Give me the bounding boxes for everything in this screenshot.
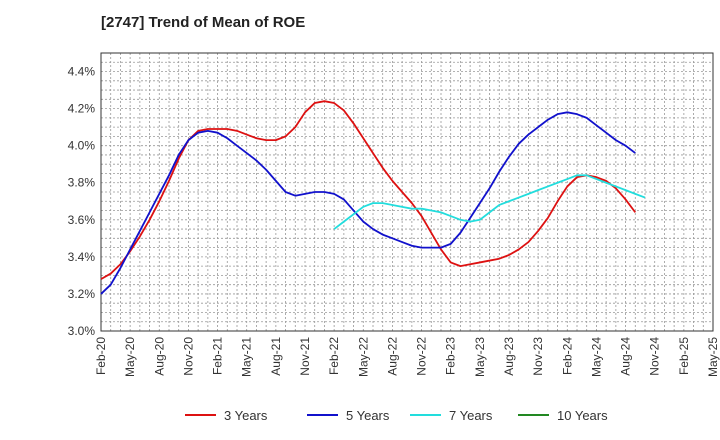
plot-border bbox=[100, 52, 714, 332]
x-tick-label: Feb-24 bbox=[560, 337, 574, 375]
legend-label: 7 Years bbox=[449, 408, 493, 423]
x-tick-label: Nov-23 bbox=[531, 337, 545, 376]
y-tick-label: 4.0% bbox=[68, 139, 96, 153]
x-tick-label: Feb-23 bbox=[444, 337, 458, 375]
chart-title: [2747] Trend of Mean of ROE bbox=[101, 14, 306, 31]
y-tick-label: 3.0% bbox=[68, 324, 96, 338]
x-tick-label: Aug-24 bbox=[619, 337, 633, 376]
x-tick-label: Feb-21 bbox=[211, 337, 225, 375]
y-tick-label: 3.6% bbox=[68, 213, 96, 227]
x-tick-label: Feb-25 bbox=[677, 337, 691, 375]
series-line-3 bbox=[333, 174, 646, 230]
y-tick-label: 3.2% bbox=[68, 287, 96, 301]
grid-lines bbox=[101, 53, 713, 331]
series-lines bbox=[100, 100, 646, 295]
legend-label: 5 Years bbox=[346, 408, 390, 423]
x-tick-label: Nov-20 bbox=[181, 337, 195, 376]
y-tick-label: 4.4% bbox=[68, 65, 96, 79]
x-tick-label: May-20 bbox=[123, 337, 137, 377]
x-tick-label: Nov-24 bbox=[648, 337, 662, 376]
y-tick-label: 4.2% bbox=[68, 102, 96, 116]
x-tick-label: Nov-22 bbox=[415, 337, 429, 376]
y-axis-tick-labels: 3.0% 3.2% 3.4% 3.6% 3.8% 4.0% 4.2% 4.4% bbox=[68, 65, 96, 338]
x-tick-label: Feb-22 bbox=[327, 337, 341, 375]
x-tick-label: Nov-21 bbox=[298, 337, 312, 376]
x-tick-label: Aug-22 bbox=[385, 337, 399, 376]
x-tick-label: May-22 bbox=[356, 337, 370, 377]
x-tick-label: Aug-21 bbox=[269, 337, 283, 376]
x-tick-label: Feb-20 bbox=[94, 337, 108, 375]
x-tick-label: Aug-23 bbox=[502, 337, 516, 376]
y-tick-label: 3.4% bbox=[68, 250, 96, 264]
x-axis-tick-labels: Feb-20 May-20 Aug-20 Nov-20 Feb-21 May-21 Aug-… bbox=[94, 337, 720, 377]
x-tick-label: Aug-20 bbox=[152, 337, 166, 376]
legend-label: 10 Years bbox=[557, 408, 608, 423]
x-tick-label: May-25 bbox=[706, 337, 720, 377]
x-tick-label: May-21 bbox=[240, 337, 254, 377]
series-line-2 bbox=[100, 111, 636, 295]
x-tick-label: May-23 bbox=[473, 337, 487, 377]
x-tick-label: May-24 bbox=[589, 337, 603, 377]
y-tick-label: 3.8% bbox=[68, 176, 96, 190]
legend: 3 Years 5 Years 7 Years 10 Years bbox=[185, 408, 608, 423]
legend-label: 3 Years bbox=[224, 408, 268, 423]
